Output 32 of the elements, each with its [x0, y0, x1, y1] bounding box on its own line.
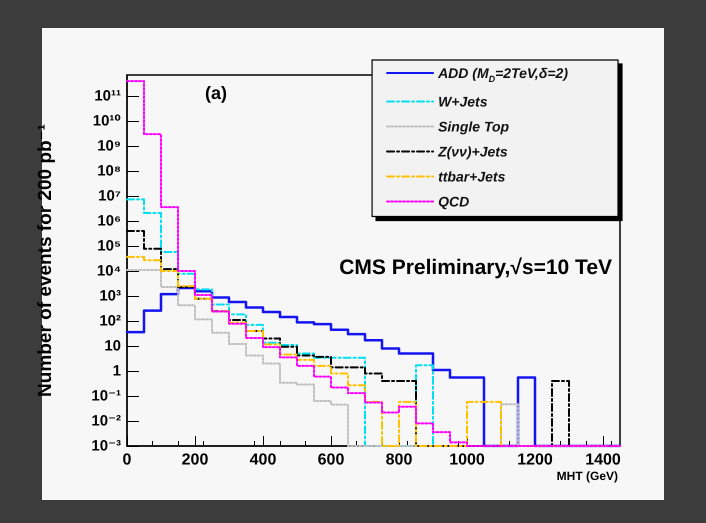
- y-axis-title: Number of events for 200 pb⁻¹: [35, 124, 56, 397]
- x-tick-label: 1200: [517, 452, 553, 468]
- x-tick-label: 200: [182, 452, 208, 468]
- y-tick-label: 10⁴: [96, 262, 121, 280]
- y-tick-label: 10: [104, 338, 121, 355]
- y-tick-label: 10¹⁰: [92, 112, 121, 130]
- x-tick-label: 0: [122, 452, 132, 468]
- x-tick-label: 1400: [585, 452, 621, 468]
- y-tick-label: 10⁹: [97, 138, 121, 155]
- legend-label: W+Jets: [438, 94, 488, 110]
- annotation: CMS Preliminary,√s=10 TeV: [339, 256, 612, 279]
- x-tick-label: 1000: [449, 452, 485, 468]
- y-tick-label: 10⁶: [97, 212, 121, 230]
- legend-label: Z(νν)+Jets: [437, 144, 508, 160]
- y-tick-label: 10²: [99, 312, 121, 330]
- x-tick-label: 400: [250, 452, 276, 468]
- legend-label: ttbar+Jets: [438, 168, 506, 184]
- y-tick-label: 1: [112, 362, 121, 380]
- y-tick-label: 10³: [99, 288, 121, 305]
- y-tick-label: 10⁸: [97, 162, 121, 180]
- x-tick-label: 600: [318, 452, 344, 468]
- annotation: (a): [205, 83, 228, 103]
- y-tick-label: 10¹¹: [94, 88, 121, 105]
- y-tick-label: 10⁻³: [91, 438, 121, 454]
- y-tick-label: 10⁷: [98, 188, 121, 205]
- y-tick-label: 10⁻²: [91, 412, 121, 430]
- legend-label: Single Top: [438, 118, 510, 134]
- x-axis-title: MHT (GeV): [556, 469, 618, 483]
- x-tick-label: 800: [386, 452, 412, 468]
- y-tick-label: 10⁻¹: [91, 388, 121, 405]
- legend-label: QCD: [438, 194, 470, 210]
- y-tick-label: 10⁵: [97, 238, 121, 255]
